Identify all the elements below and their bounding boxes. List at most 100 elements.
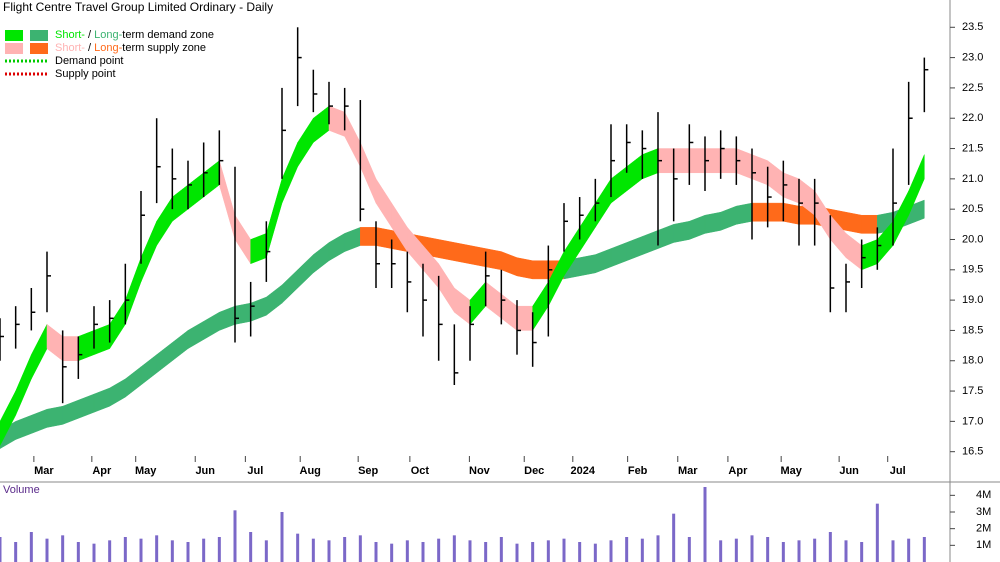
volume-bar bbox=[437, 538, 441, 562]
x-tick-label: Dec bbox=[524, 465, 544, 477]
short-term-zone bbox=[516, 305, 533, 331]
volume-bar bbox=[766, 537, 770, 562]
y-tick-label: 20.0 bbox=[962, 233, 983, 245]
y-tick-label: 19.5 bbox=[962, 264, 983, 276]
y-tick-label: 17.0 bbox=[962, 415, 983, 427]
long-term-zone bbox=[861, 214, 878, 234]
volume-bar bbox=[374, 542, 378, 562]
volume-bar bbox=[468, 540, 472, 562]
y-tick-label: 23.0 bbox=[962, 52, 983, 64]
legend-swatch bbox=[5, 30, 23, 41]
long-term-zone bbox=[454, 242, 471, 265]
y-tick-label: 21.5 bbox=[962, 142, 983, 154]
volume-bar bbox=[844, 540, 848, 562]
legend-text: / bbox=[85, 42, 94, 54]
chart-title: Flight Centre Travel Group Limited Ordin… bbox=[3, 0, 273, 14]
volume-bar bbox=[280, 512, 284, 562]
volume-bar bbox=[907, 538, 911, 562]
x-tick-label: Mar bbox=[34, 465, 54, 477]
volume-bar bbox=[14, 542, 18, 562]
volume-bar bbox=[311, 538, 315, 562]
x-tick-label: Nov bbox=[469, 465, 491, 477]
volume-bar bbox=[499, 537, 503, 562]
volume-bar bbox=[578, 542, 582, 562]
long-term-zone bbox=[469, 245, 486, 268]
long-term-zone bbox=[516, 257, 533, 280]
volume-tick-label: 1M bbox=[976, 539, 991, 551]
volume-bar bbox=[922, 537, 926, 562]
volume-bar bbox=[29, 532, 33, 562]
short-term-zone bbox=[689, 148, 706, 174]
long-term-zone bbox=[704, 211, 721, 234]
x-tick-label: Apr bbox=[92, 465, 112, 477]
legend-label: Supply point bbox=[55, 68, 116, 80]
long-term-zone bbox=[375, 227, 392, 249]
volume-bar bbox=[515, 543, 519, 562]
volume-bar bbox=[672, 513, 676, 562]
volume-bar bbox=[452, 535, 456, 562]
long-term-zone bbox=[579, 254, 596, 277]
volume-label: Volume bbox=[3, 484, 40, 496]
volume-bar bbox=[593, 543, 597, 562]
legend-text: Short- bbox=[55, 42, 85, 54]
volume-bar bbox=[891, 540, 895, 562]
volume-bar bbox=[327, 540, 331, 562]
volume-bar bbox=[734, 538, 738, 562]
volume-bar bbox=[358, 535, 362, 562]
volume-bar bbox=[76, 542, 80, 562]
volume-bar bbox=[421, 542, 425, 562]
volume-bar bbox=[875, 503, 879, 562]
x-tick-label: May bbox=[135, 465, 157, 477]
price-bars bbox=[0, 27, 929, 404]
volume-bar bbox=[0, 537, 2, 562]
volume-bar bbox=[170, 540, 174, 562]
volume-bar bbox=[828, 532, 832, 562]
volume-bar bbox=[343, 537, 347, 562]
volume-bar bbox=[781, 542, 785, 562]
long-term-zone bbox=[767, 202, 784, 222]
volume-bar bbox=[249, 532, 253, 562]
volume-bar bbox=[233, 510, 237, 562]
volume-bar bbox=[264, 540, 268, 562]
volume-bar bbox=[687, 537, 691, 562]
long-term-zone bbox=[845, 211, 862, 234]
volume-bar bbox=[155, 535, 159, 562]
volume-bars bbox=[0, 487, 926, 562]
legend-label: Short- / Long-term demand zone bbox=[55, 29, 214, 41]
y-tick-label: 18.5 bbox=[962, 324, 983, 336]
x-tick-label: May bbox=[780, 465, 802, 477]
long-term-zone bbox=[360, 227, 377, 246]
volume-bar bbox=[92, 543, 96, 562]
legend-text: / bbox=[85, 29, 94, 41]
volume-bar bbox=[405, 540, 409, 562]
volume-bar bbox=[123, 537, 127, 562]
volume-bar bbox=[531, 542, 535, 562]
short-term-zone bbox=[62, 336, 79, 361]
long-term-zone bbox=[736, 202, 753, 225]
legend-text: Long- bbox=[94, 29, 122, 41]
volume-bar bbox=[609, 540, 613, 562]
short-term-zone bbox=[673, 148, 690, 174]
volume-bar bbox=[750, 535, 754, 562]
legend-text: Long- bbox=[94, 42, 122, 54]
x-tick-label: Jun bbox=[195, 465, 215, 477]
long-term-zone bbox=[46, 405, 63, 428]
y-tick-label: 18.0 bbox=[962, 355, 983, 367]
volume-bar bbox=[797, 540, 801, 562]
y-tick-label: 17.5 bbox=[962, 385, 983, 397]
x-tick-label: Sep bbox=[358, 465, 378, 477]
volume-bar bbox=[186, 542, 190, 562]
x-tick-label: Apr bbox=[728, 465, 748, 477]
y-tick-label: 16.5 bbox=[962, 446, 983, 458]
x-tick-label: Oct bbox=[411, 465, 430, 477]
volume-bar bbox=[390, 543, 394, 562]
volume-bar bbox=[202, 538, 206, 562]
volume-bar bbox=[813, 538, 817, 562]
x-tick-label: Jun bbox=[839, 465, 859, 477]
long-term-zone bbox=[438, 239, 455, 262]
long-term-zone bbox=[485, 248, 502, 271]
long-term-zone bbox=[673, 220, 690, 243]
volume-bar bbox=[61, 535, 65, 562]
